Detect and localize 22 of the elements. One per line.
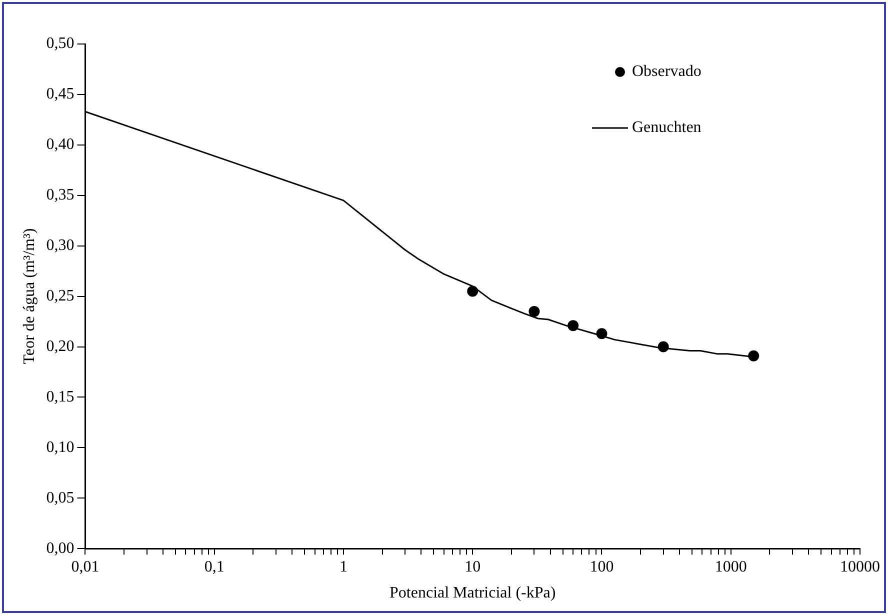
x-axis-title: Potencial Matricial (-kPa) (390, 584, 556, 602)
x-tick-label: 1000 (714, 558, 747, 576)
legend-label: Genuchten (632, 119, 702, 136)
y-tick-label: 0,10 (46, 438, 74, 456)
x-tick-label: 100 (590, 558, 614, 576)
y-tick-label: 0,30 (46, 237, 74, 254)
x-tick-label: 10000 (840, 558, 880, 576)
y-tick-label: 0,45 (46, 86, 74, 103)
x-tick-label: 0,1 (204, 558, 224, 576)
y-tick-label: 0,50 (46, 35, 74, 52)
legend-label: Observado (632, 63, 702, 80)
y-tick-label: 0,35 (46, 186, 74, 204)
y-tick-label: 0,25 (46, 288, 74, 305)
x-tick-label: 0,01 (71, 558, 100, 576)
y-tick-label: 0,40 (46, 136, 74, 154)
y-tick-label: 0,20 (46, 338, 74, 355)
y-tick-label: 0,15 (46, 388, 74, 406)
y-tick-label: 0,00 (46, 540, 74, 557)
x-tick-label: 10 (464, 558, 481, 576)
x-tick-label: 1 (339, 558, 348, 576)
y-tick-label: 0,05 (46, 489, 74, 506)
y-axis-title: Teor de água (m³/m³) (20, 228, 38, 364)
